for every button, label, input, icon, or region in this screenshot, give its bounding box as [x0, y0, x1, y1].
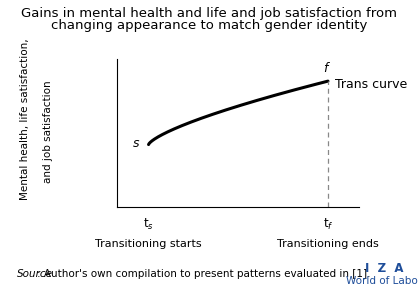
Text: and job satisfaction: and job satisfaction — [43, 80, 53, 183]
Text: : Author's own compilation to present patterns evaluated in [1].: : Author's own compilation to present pa… — [37, 269, 371, 279]
Text: Trans curve: Trans curve — [335, 78, 408, 91]
Text: Mental health, life satisfaction,: Mental health, life satisfaction, — [20, 39, 30, 200]
Text: s: s — [133, 137, 139, 150]
Text: f: f — [324, 62, 328, 75]
Text: changing appearance to match gender identity: changing appearance to match gender iden… — [51, 19, 367, 32]
Text: Transitioning ends: Transitioning ends — [277, 239, 379, 249]
Text: World of Labor: World of Labor — [347, 276, 418, 286]
Text: t$_s$: t$_s$ — [143, 217, 154, 232]
Text: Source: Source — [17, 269, 53, 279]
Text: I  Z  A: I Z A — [365, 262, 404, 275]
Text: Gains in mental health and life and job satisfaction from: Gains in mental health and life and job … — [21, 7, 397, 20]
Text: Transitioning starts: Transitioning starts — [95, 239, 202, 249]
Text: t$_f$: t$_f$ — [323, 217, 333, 232]
